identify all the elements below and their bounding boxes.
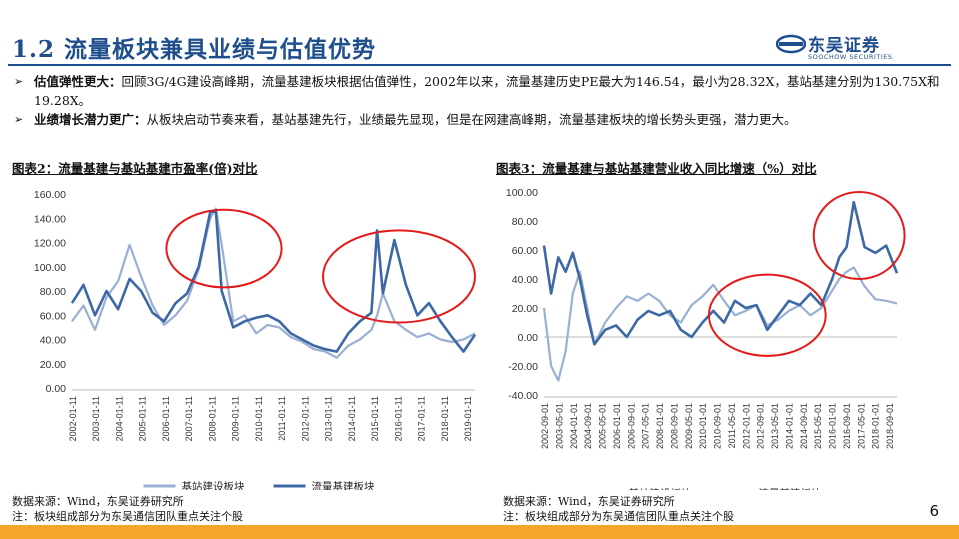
x-tick-label: 2010-09-01 (713, 403, 723, 449)
x-tick-label: 2006-01-01 (612, 403, 622, 449)
series-line-2 (70, 209, 477, 353)
chart-caption-right: 图表3：流量基建与基站基建营业收入同比增速（%）对比 (496, 161, 817, 176)
x-tick-label: 2008-01-11 (207, 396, 217, 441)
x-tick-label: 2017-05-01 (856, 403, 866, 449)
revenue-growth-chart: -40.00 -20.00 0.00 20.00 40.00 60.00 80.00 100.… (506, 187, 906, 490)
x-tick-label: 2011-01-11 (277, 396, 287, 441)
x-tick-label: 2013-05-01 (770, 403, 780, 449)
bullet-item: ➢ 估值弹性更大：回顾3G/4G建设高峰期，流量基建板块根据估值弹性，2002年… (12, 72, 942, 110)
x-tick-label: 2002-09-01 (540, 403, 550, 449)
y-tick-label: 140.00 (34, 213, 66, 225)
x-tick-label: 2017-01-11 (417, 396, 427, 441)
x-tick-label: 2012-09-01 (756, 403, 766, 449)
arrow-icon: ➢ (14, 75, 24, 88)
pe-ratio-chart: 0.00 20.00 40.00 60.00 80.00 100.00 120.00 140.… (34, 189, 477, 490)
page-title: 1.2 流量板块兼具业绩与估值优势 (12, 36, 377, 63)
x-tick-label: 2004-09-01 (583, 403, 593, 449)
bullet-key: 估值弹性更大： (34, 74, 122, 89)
x-tick-label: 2008-01-01 (655, 403, 665, 449)
x-tick-label: 2006-01-11 (161, 396, 171, 441)
chart-caption-left: 图表2：流量基建与基站基建市盈率(倍)对比 (12, 161, 258, 176)
y-tick-label: 20.00 (40, 359, 66, 371)
series-line-2 (542, 200, 899, 346)
x-tick-label: 2018-01-01 (871, 403, 881, 449)
source-note-right: 数据来源：Wind，东吴证券研究所 注：板块组成部分为东吴通信团队重点关注个股 (503, 494, 734, 524)
x-tick-label: 2016-01-11 (393, 396, 403, 441)
x-tick-label: 2002-01-11 (68, 396, 78, 441)
legend-label: 流量基建板块 (312, 480, 375, 490)
logo-mark-icon (776, 34, 806, 54)
x-tick-label: 2018-01-11 (440, 396, 450, 441)
x-tick-label: 2014-09-01 (799, 403, 809, 449)
series-line-1 (542, 266, 898, 382)
y-tick-label: 40.00 (40, 335, 66, 347)
y-tick-label: 80.00 (40, 286, 66, 298)
annotation-ellipse (812, 191, 906, 280)
y-tick-label: 80.00 (512, 216, 538, 228)
title-divider (8, 64, 951, 66)
x-tick-label: 2004-01-01 (569, 403, 579, 449)
x-tick-label: 2003-05-01 (554, 403, 564, 449)
footer-bar (0, 525, 959, 539)
annotation-ellipse (165, 208, 283, 289)
x-tick-label: 2008-09-01 (669, 403, 679, 449)
x-tick-label: 2010-01-11 (254, 396, 264, 441)
bullet-key: 业绩增长潜力更广： (34, 112, 147, 127)
x-tick-label: 2015-05-01 (813, 403, 823, 449)
x-tick-label: 2004-01-11 (114, 396, 124, 441)
x-tick-label: 2013-01-11 (324, 396, 334, 441)
annotation-ellipse (322, 229, 476, 324)
bullet-text: 回顾3G/4G建设高峰期，流量基建板块根据估值弹性，2002年以来，流量基建历史… (34, 74, 940, 108)
logo-text-cn: 东吴证券 (808, 36, 880, 56)
source-note-left: 数据来源：Wind，东吴证券研究所 注：板块组成部分为东吴通信团队重点关注个股 (12, 494, 243, 524)
x-tick-label: 2005-05-01 (598, 403, 608, 449)
x-tick-label: 2016-09-01 (842, 403, 852, 449)
y-tick-label: 100.00 (34, 262, 66, 274)
page-number: 6 (929, 502, 939, 520)
bullet-text: 从板块启动节奏来看，基站基建先行，业绩最先显现，但是在网建高峰期，流量基建板块的… (146, 112, 797, 127)
annotation-ellipse (707, 273, 827, 357)
x-tick-label: 2007-05-01 (641, 403, 651, 449)
legend-label: 流量基建板块 (759, 487, 822, 490)
y-tick-label: 100.00 (506, 187, 538, 199)
x-tick-label: 2005-01-11 (138, 396, 148, 441)
bullet-item: ➢ 业绩增长潜力更广：从板块启动节奏来看，基站基建先行，业绩最先显现，但是在网建… (12, 110, 942, 129)
x-tick-label: 2014-01-01 (784, 403, 794, 449)
y-tick-label: 60.00 (40, 310, 66, 322)
x-tick-label: 2018-09-01 (885, 403, 895, 449)
x-tick-label: 2012-01-11 (300, 396, 310, 441)
arrow-icon: ➢ (14, 113, 24, 126)
y-tick-label: 60.00 (512, 245, 538, 257)
y-tick-label: 0.00 (46, 383, 67, 395)
y-tick-label: 0.00 (518, 332, 539, 344)
y-tick-label: 120.00 (34, 238, 66, 250)
source-text: 数据来源：Wind，东吴证券研究所 (12, 495, 184, 508)
x-tick-label: 2019-01-11 (463, 396, 473, 441)
x-tick-label: 2010-01-01 (698, 403, 708, 449)
logo-text-en: SOOCHOW SECURITIES (808, 53, 893, 61)
source-text: 数据来源：Wind，东吴证券研究所 (503, 495, 675, 508)
bullet-list: ➢ 估值弹性更大：回顾3G/4G建设高峰期，流量基建板块根据估值弹性，2002年… (12, 72, 942, 129)
x-tick-label: 2011-05-01 (727, 403, 737, 448)
x-tick-label: 2009-05-01 (684, 403, 694, 449)
y-tick-label: -20.00 (508, 361, 538, 373)
x-tick-label: 2003-01-11 (91, 396, 101, 441)
x-tick-label: 2006-09-01 (626, 403, 636, 449)
x-tick-label: 2014-01-11 (347, 396, 357, 441)
y-tick-label: -40.00 (508, 390, 538, 402)
series-line-1 (71, 207, 476, 359)
x-tick-label: 2016-01-01 (828, 403, 838, 449)
x-tick-label: 2009-01-11 (231, 396, 241, 441)
y-tick-label: 20.00 (512, 303, 538, 315)
x-tick-label: 2015-01-11 (370, 396, 380, 441)
legend-label: 基站建设板块 (629, 487, 692, 490)
x-tick-label: 2012-01-01 (741, 403, 751, 449)
legend-label: 基站建设板块 (182, 480, 245, 490)
y-tick-label: 160.00 (34, 189, 66, 201)
note-text: 注：板块组成部分为东吴通信团队重点关注个股 (12, 510, 243, 523)
y-tick-label: 40.00 (512, 274, 538, 286)
brand-logo: 东吴证券 SOOCHOW SECURITIES (776, 31, 916, 63)
note-text: 注：板块组成部分为东吴通信团队重点关注个股 (503, 510, 734, 523)
x-tick-label: 2007-01-11 (184, 396, 194, 441)
